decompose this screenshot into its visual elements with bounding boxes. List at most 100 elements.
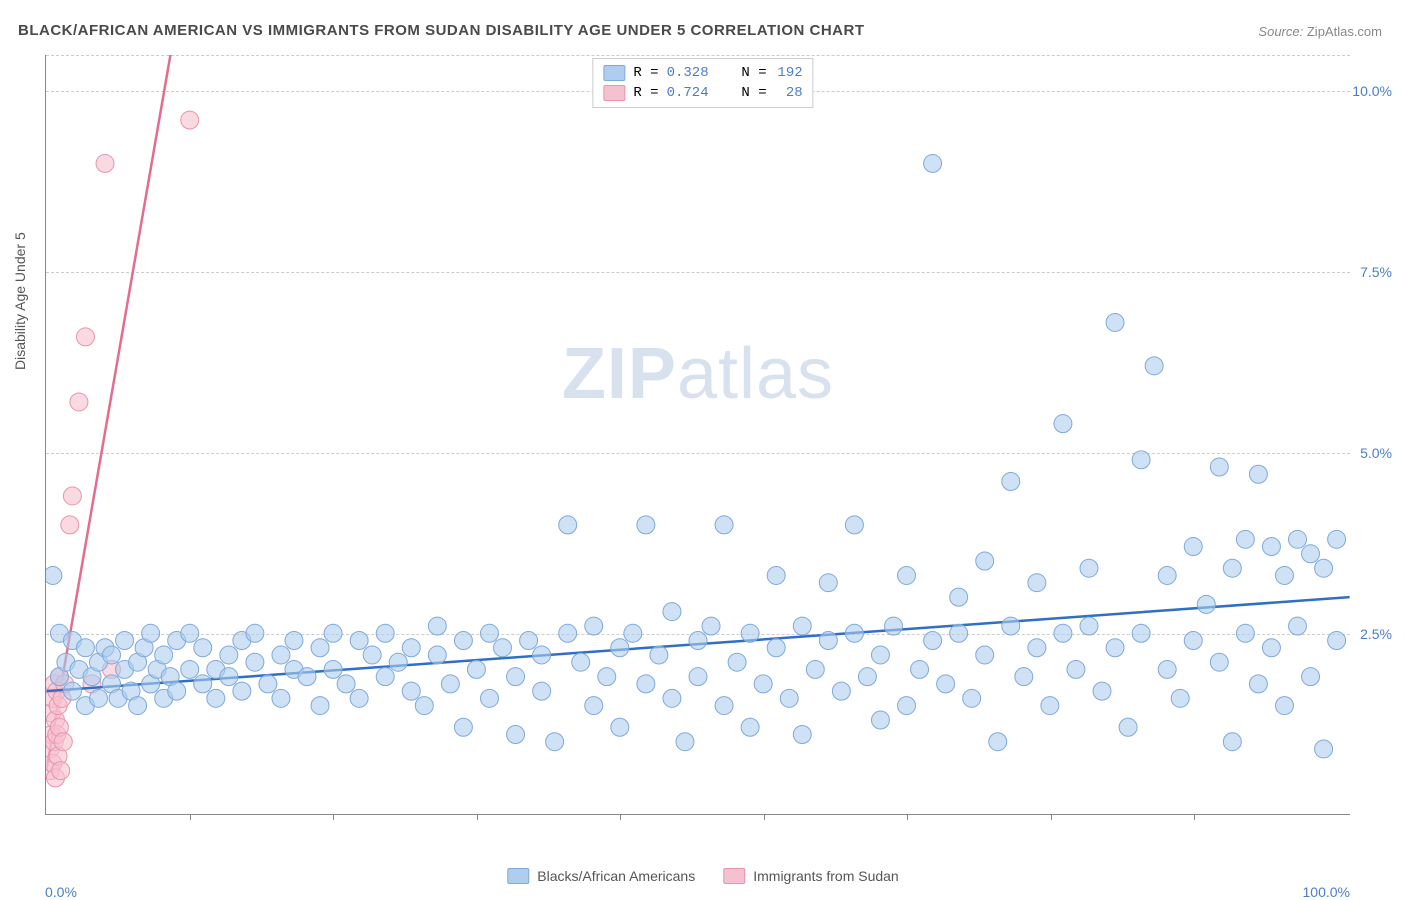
point-blacks	[1054, 624, 1072, 642]
legend-series-label: Blacks/African Americans	[537, 868, 695, 884]
n-value: 28	[775, 85, 803, 101]
point-blacks	[598, 668, 616, 686]
point-blacks	[1315, 559, 1333, 577]
point-blacks	[1015, 668, 1033, 686]
point-blacks	[819, 632, 837, 650]
legend-series: Blacks/African AmericansImmigrants from …	[507, 868, 898, 884]
point-blacks	[142, 624, 160, 642]
point-blacks	[1236, 624, 1254, 642]
point-blacks	[1289, 617, 1307, 635]
point-blacks	[428, 617, 446, 635]
point-blacks	[63, 682, 81, 700]
r-label: R =	[633, 85, 658, 101]
point-blacks	[1080, 617, 1098, 635]
point-blacks	[1223, 559, 1241, 577]
point-blacks	[976, 646, 994, 664]
point-blacks	[454, 632, 472, 650]
point-blacks	[663, 603, 681, 621]
point-blacks	[1262, 639, 1280, 657]
point-sudan	[63, 487, 81, 505]
point-blacks	[1067, 660, 1085, 678]
point-blacks	[129, 697, 147, 715]
point-blacks	[793, 617, 811, 635]
point-blacks	[285, 632, 303, 650]
point-blacks	[1132, 451, 1150, 469]
source-value: ZipAtlas.com	[1307, 24, 1382, 39]
point-blacks	[1132, 624, 1150, 642]
point-blacks	[728, 653, 746, 671]
point-blacks	[950, 624, 968, 642]
scatter-svg	[46, 55, 1350, 814]
x-tick	[1194, 814, 1195, 820]
point-blacks	[741, 624, 759, 642]
point-blacks	[702, 617, 720, 635]
x-axis-min: 0.0%	[45, 884, 77, 900]
point-blacks	[767, 639, 785, 657]
y-tick-label: 7.5%	[1360, 264, 1392, 280]
y-tick-label: 2.5%	[1360, 626, 1392, 642]
point-blacks	[168, 682, 186, 700]
point-blacks	[220, 668, 238, 686]
n-label: N =	[741, 65, 766, 81]
legend-stat-row-sudan: R =0.724 N =28	[603, 83, 802, 103]
r-value: 0.328	[667, 65, 709, 81]
point-blacks	[272, 646, 290, 664]
point-blacks	[1197, 595, 1215, 613]
point-blacks	[585, 697, 603, 715]
point-blacks	[1302, 668, 1320, 686]
chart-plot-area: ZIPatlas	[45, 55, 1350, 815]
point-blacks	[1184, 538, 1202, 556]
source-attribution: Source: ZipAtlas.com	[1258, 24, 1382, 39]
point-blacks	[207, 689, 225, 707]
point-blacks	[467, 660, 485, 678]
point-blacks	[415, 697, 433, 715]
point-blacks	[611, 639, 629, 657]
point-blacks	[181, 660, 199, 678]
point-blacks	[1028, 639, 1046, 657]
point-blacks	[1315, 740, 1333, 758]
point-blacks	[181, 624, 199, 642]
point-blacks	[246, 653, 264, 671]
point-blacks	[376, 668, 394, 686]
point-blacks	[46, 566, 62, 584]
y-axis-label: Disability Age Under 5	[12, 232, 28, 370]
point-blacks	[676, 733, 694, 751]
point-blacks	[246, 624, 264, 642]
point-blacks	[559, 624, 577, 642]
point-blacks	[858, 668, 876, 686]
point-blacks	[90, 689, 108, 707]
point-blacks	[546, 733, 564, 751]
point-blacks	[480, 689, 498, 707]
point-blacks	[624, 624, 642, 642]
point-blacks	[911, 660, 929, 678]
point-blacks	[363, 646, 381, 664]
point-blacks	[1328, 632, 1346, 650]
point-blacks	[1210, 458, 1228, 476]
point-blacks	[898, 566, 916, 584]
point-blacks	[233, 682, 251, 700]
point-blacks	[832, 682, 850, 700]
point-blacks	[194, 639, 212, 657]
point-blacks	[389, 653, 407, 671]
point-blacks	[1106, 313, 1124, 331]
x-tick	[477, 814, 478, 820]
point-blacks	[845, 516, 863, 534]
r-label: R =	[633, 65, 658, 81]
point-blacks	[871, 711, 889, 729]
point-blacks	[1145, 357, 1163, 375]
point-blacks	[350, 689, 368, 707]
point-blacks	[937, 675, 955, 693]
x-tick	[907, 814, 908, 820]
point-blacks	[1249, 465, 1267, 483]
y-tick-label: 5.0%	[1360, 445, 1392, 461]
n-label: N =	[741, 85, 766, 101]
point-blacks	[1302, 545, 1320, 563]
legend-swatch	[723, 868, 745, 884]
point-blacks	[507, 725, 525, 743]
point-blacks	[650, 646, 668, 664]
point-blacks	[1080, 559, 1098, 577]
point-blacks	[1002, 472, 1020, 490]
point-blacks	[1171, 689, 1189, 707]
point-blacks	[116, 632, 134, 650]
point-blacks	[402, 639, 420, 657]
